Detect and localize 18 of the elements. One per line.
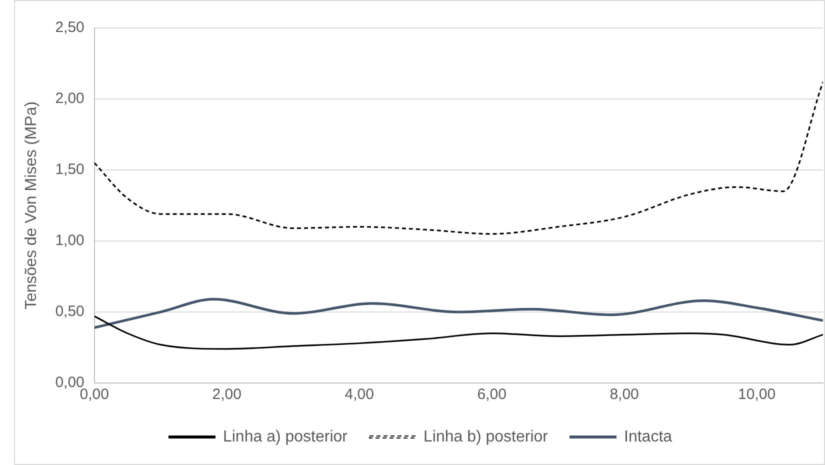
line-series xyxy=(94,81,823,235)
y-tick-label: 1,50 xyxy=(55,161,84,178)
legend-label: Intacta xyxy=(624,428,672,446)
y-axis-title: Tensões de Von Mises (MPa) xyxy=(23,101,40,310)
x-tick-label: 0,00 xyxy=(80,386,109,404)
y-tick-label: 2,50 xyxy=(55,19,84,36)
line-series xyxy=(94,298,823,329)
x-tick-label: 6,00 xyxy=(477,386,506,404)
x-tick-label: 4,00 xyxy=(344,386,374,404)
legend-label: Linha a) posterior xyxy=(222,428,348,446)
y-tick-label: 1,00 xyxy=(55,232,84,250)
x-tick-label: 8,00 xyxy=(610,386,639,404)
x-tick-label: 2,00 xyxy=(212,386,242,404)
x-tick-label: 10,00 xyxy=(738,386,776,404)
line-series xyxy=(94,315,823,350)
y-tick-label: 2,00 xyxy=(55,90,84,108)
legend-label: Linha b) posterior xyxy=(423,428,549,446)
y-tick-label: 0,50 xyxy=(55,303,84,320)
